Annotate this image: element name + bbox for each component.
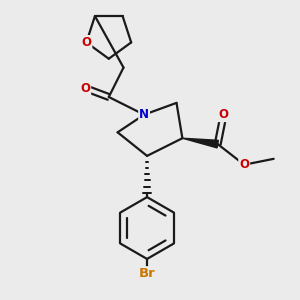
Text: Br: Br <box>139 267 155 280</box>
Text: O: O <box>80 82 90 95</box>
Text: N: N <box>139 108 149 121</box>
Text: O: O <box>239 158 249 171</box>
Polygon shape <box>182 138 218 148</box>
Text: O: O <box>219 108 229 121</box>
Text: O: O <box>81 36 92 49</box>
